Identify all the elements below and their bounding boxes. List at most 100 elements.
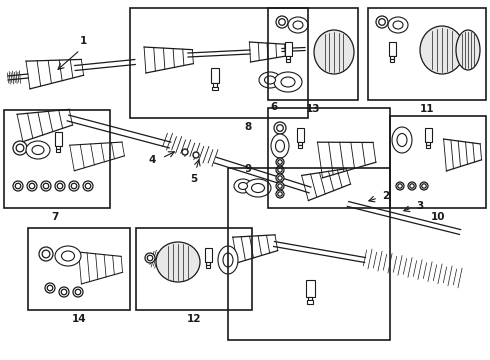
Bar — [285, 42, 292, 56]
Circle shape — [41, 181, 51, 191]
Circle shape — [47, 285, 53, 291]
Circle shape — [69, 181, 79, 191]
Bar — [286, 59, 291, 62]
Ellipse shape — [218, 246, 238, 274]
Text: 13: 13 — [306, 104, 320, 114]
Circle shape — [398, 184, 402, 188]
Text: 2: 2 — [382, 191, 389, 201]
Bar — [391, 56, 393, 59]
Circle shape — [422, 184, 426, 188]
Bar — [425, 145, 430, 148]
Bar — [297, 145, 302, 148]
Circle shape — [16, 144, 24, 152]
Bar — [287, 56, 290, 59]
Circle shape — [276, 182, 284, 190]
Ellipse shape — [275, 140, 285, 152]
Circle shape — [55, 181, 65, 191]
Circle shape — [408, 182, 416, 190]
Text: 4: 4 — [148, 155, 156, 165]
Text: 6: 6 — [270, 102, 277, 112]
Circle shape — [277, 125, 283, 131]
Ellipse shape — [55, 246, 81, 266]
Circle shape — [145, 253, 155, 263]
Circle shape — [278, 176, 282, 180]
Text: 11: 11 — [420, 104, 434, 114]
Bar — [54, 132, 62, 146]
Circle shape — [193, 152, 199, 158]
Circle shape — [71, 183, 77, 189]
Ellipse shape — [245, 179, 271, 197]
Bar — [268, 108, 390, 208]
Bar — [213, 84, 217, 87]
Text: 14: 14 — [72, 314, 86, 324]
Text: 12: 12 — [187, 314, 201, 324]
Ellipse shape — [156, 242, 200, 282]
Circle shape — [43, 183, 49, 189]
Text: 8: 8 — [245, 122, 252, 132]
Circle shape — [278, 184, 282, 188]
Bar — [307, 300, 313, 304]
Circle shape — [15, 183, 21, 189]
Circle shape — [276, 16, 288, 28]
Circle shape — [29, 183, 35, 189]
Circle shape — [13, 181, 23, 191]
Ellipse shape — [239, 183, 247, 189]
Circle shape — [379, 19, 385, 25]
Circle shape — [57, 183, 63, 189]
Circle shape — [182, 149, 188, 155]
Circle shape — [27, 181, 37, 191]
Circle shape — [73, 287, 83, 297]
Bar — [389, 42, 395, 56]
Bar — [28, 228, 130, 310]
Bar — [136, 228, 252, 310]
Circle shape — [276, 158, 284, 166]
Ellipse shape — [32, 145, 44, 154]
Ellipse shape — [456, 30, 480, 70]
Ellipse shape — [281, 77, 295, 87]
Ellipse shape — [223, 253, 233, 267]
Bar — [368, 8, 486, 100]
Bar — [204, 248, 212, 262]
Bar — [390, 116, 486, 208]
Text: 10: 10 — [431, 212, 445, 222]
Bar — [212, 87, 218, 90]
Circle shape — [85, 183, 91, 189]
Ellipse shape — [271, 134, 289, 158]
Circle shape — [278, 192, 282, 196]
Bar — [205, 265, 210, 268]
Bar — [424, 128, 432, 142]
Circle shape — [83, 181, 93, 191]
Ellipse shape — [251, 184, 265, 193]
Ellipse shape — [420, 26, 464, 74]
Bar — [228, 168, 390, 340]
Ellipse shape — [288, 17, 308, 33]
Text: 1: 1 — [79, 36, 87, 46]
Bar — [426, 142, 430, 145]
Ellipse shape — [259, 72, 281, 88]
Circle shape — [376, 16, 388, 28]
Ellipse shape — [234, 179, 252, 193]
Circle shape — [278, 168, 282, 172]
Circle shape — [276, 190, 284, 198]
Bar — [206, 262, 210, 265]
Circle shape — [45, 283, 55, 293]
Circle shape — [278, 160, 282, 164]
Circle shape — [274, 122, 286, 134]
Text: 3: 3 — [416, 201, 423, 211]
Circle shape — [75, 289, 81, 295]
Bar — [305, 280, 315, 297]
Ellipse shape — [265, 76, 275, 84]
Bar — [308, 297, 312, 300]
Bar — [298, 142, 301, 145]
Circle shape — [276, 166, 284, 174]
Circle shape — [147, 255, 153, 261]
Ellipse shape — [314, 30, 354, 74]
Bar — [4, 110, 110, 208]
Circle shape — [410, 184, 414, 188]
Bar — [130, 8, 308, 118]
Circle shape — [59, 287, 69, 297]
Circle shape — [276, 174, 284, 182]
Bar — [56, 146, 60, 149]
Circle shape — [61, 289, 67, 295]
Bar — [211, 68, 219, 84]
